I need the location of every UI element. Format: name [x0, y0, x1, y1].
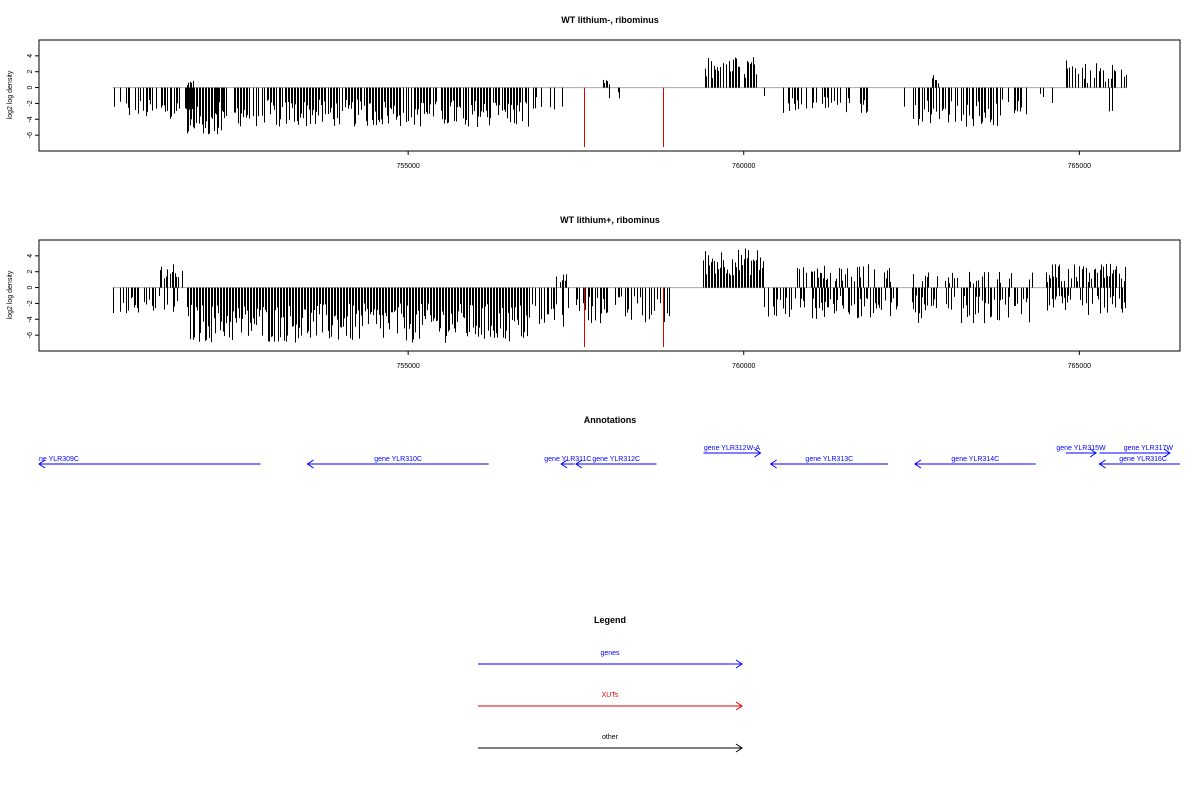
y-axis-label: log2 log density — [7, 70, 14, 119]
gene-arrowhead — [38, 459, 46, 469]
x-tick-label: 765000 — [1068, 163, 1091, 170]
x-tick-label: 765000 — [1068, 363, 1091, 370]
gene-label: gene YLR314C — [951, 456, 999, 463]
gene-arrowhead — [560, 459, 568, 469]
y-tick-label: 0 — [27, 286, 34, 290]
y-tick-label: -2 — [27, 100, 34, 106]
y-tick-label: 2 — [27, 270, 34, 274]
gene-label: gene YLR312C — [592, 456, 640, 463]
y-tick-label: -6 — [27, 132, 34, 138]
y-tick-label: 2 — [27, 70, 34, 74]
plot-frame — [38, 39, 1181, 152]
panel-title: WT lithium-, ribominus — [561, 15, 659, 25]
y-tick-label: 4 — [27, 54, 34, 58]
gene-arrowhead — [575, 459, 583, 469]
gene-arrowhead — [1098, 459, 1106, 469]
legend-label: XUTs — [602, 692, 619, 699]
gene-label: gene YLR310C — [374, 456, 422, 463]
y-tick-label: 0 — [27, 86, 34, 90]
gene-label: gene YLR317W — [1124, 445, 1174, 452]
gene-label: gene YLR312W-A — [704, 445, 760, 452]
x-tick-label: 760000 — [732, 163, 755, 170]
gene-arrowhead — [306, 459, 314, 469]
gene-arrowhead — [1089, 448, 1098, 458]
legend-arrowhead — [735, 659, 743, 669]
gene-arrowhead — [754, 448, 762, 458]
y-tick-label: 4 — [27, 254, 34, 258]
x-tick-label: 755000 — [396, 163, 419, 170]
legend-arrowhead — [735, 701, 743, 711]
gene-label: gene YLR313C — [805, 456, 853, 463]
gene-label: gene YLR316C — [1119, 456, 1167, 463]
legend-arrowhead — [735, 743, 743, 753]
annotation-track: Annotations ne YLR309C gene YLR310C gene Y… — [38, 415, 1180, 469]
gene-label: gene YLR315W — [1056, 445, 1106, 452]
legend: Legend genes XUTs other — [478, 615, 743, 753]
gene-arrowhead — [913, 459, 922, 469]
legend-label: other — [602, 734, 619, 741]
plot-frame — [38, 239, 1181, 352]
y-tick-label: -6 — [27, 332, 34, 338]
x-tick-label: 760000 — [732, 363, 755, 370]
legend-label: genes — [600, 650, 620, 657]
gene-arrowhead — [769, 459, 777, 469]
panel-lithium-minus: WT lithium-, ribominus log2 log density … — [7, 15, 1181, 170]
gene-arrowhead — [1163, 448, 1171, 458]
y-tick-label: -4 — [27, 116, 34, 122]
panel-title: WT lithium+, ribominus — [560, 215, 660, 225]
panel-lithium-plus: WT lithium+, ribominus log2 log density … — [7, 215, 1181, 370]
annotations-title: Annotations — [584, 415, 637, 425]
legend-title: Legend — [594, 615, 626, 625]
y-axis-label: log2 log density — [7, 270, 14, 319]
y-tick-label: -2 — [27, 300, 34, 306]
gene-label: gene YLR311C — [544, 456, 591, 463]
gene-label: ne YLR309C — [39, 456, 79, 463]
x-tick-label: 755000 — [396, 363, 419, 370]
y-tick-label: -4 — [27, 316, 34, 322]
